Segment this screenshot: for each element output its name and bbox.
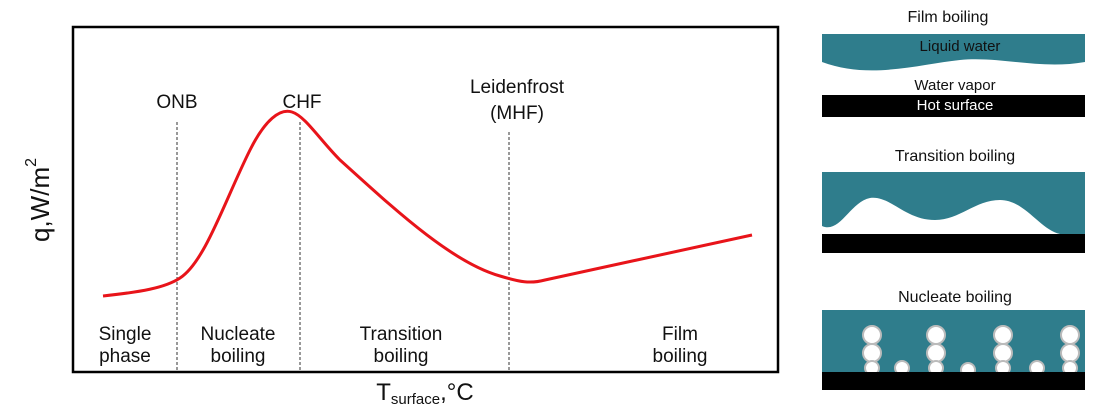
panel-title: Film boiling: [908, 9, 989, 26]
y-label-sup: 2: [23, 158, 40, 167]
panel-title: Nucleate boiling: [898, 289, 1012, 306]
bubble: [862, 325, 882, 345]
panel-title: Transition boiling: [895, 148, 1015, 165]
panel-label: Water vapor: [914, 77, 995, 94]
bubble: [993, 325, 1013, 345]
bubbles: [862, 325, 1080, 378]
marker-label: ONB: [156, 92, 197, 113]
liquid-layer: [822, 172, 1085, 234]
region-label: Film: [662, 324, 698, 345]
marker-label: Leidenfrost: [470, 77, 565, 98]
y-label-text: q,W/m: [25, 167, 55, 242]
region-label: Single: [99, 324, 152, 345]
bubble: [993, 343, 1013, 363]
region-label: phase: [99, 346, 151, 367]
bubble: [926, 325, 946, 345]
region-label: boiling: [653, 346, 708, 367]
marker-label: (MHF): [490, 103, 544, 124]
boiling-curve: [102, 109, 753, 298]
region-label: Transition: [360, 324, 443, 345]
bubble: [1060, 343, 1080, 363]
panel-label: Liquid water: [920, 38, 1001, 55]
panel-label: Hot surface: [917, 97, 994, 114]
x-label-sub: surface: [391, 391, 440, 408]
region-label: Nucleate: [201, 324, 276, 345]
marker-label: CHF: [282, 92, 321, 113]
plot-frame: [71, 25, 780, 374]
dividers: [176, 122, 510, 372]
region-label: boiling: [211, 346, 266, 367]
bubble: [1060, 325, 1080, 345]
hot-surface: [822, 95, 1085, 117]
hot-surface: [822, 372, 1085, 390]
liquid-layer: [822, 310, 1085, 372]
x-label-text: T: [376, 379, 391, 406]
y-axis-label: q,W/m2: [23, 158, 55, 242]
hot-surface: [822, 234, 1085, 253]
bubble: [862, 343, 882, 363]
region-label: boiling: [374, 346, 429, 367]
x-axis-label: Tsurface,°C: [376, 379, 473, 408]
x-label-unit: ,°C: [440, 379, 474, 406]
bubble: [926, 343, 946, 363]
liquid-layer: [822, 34, 1085, 71]
